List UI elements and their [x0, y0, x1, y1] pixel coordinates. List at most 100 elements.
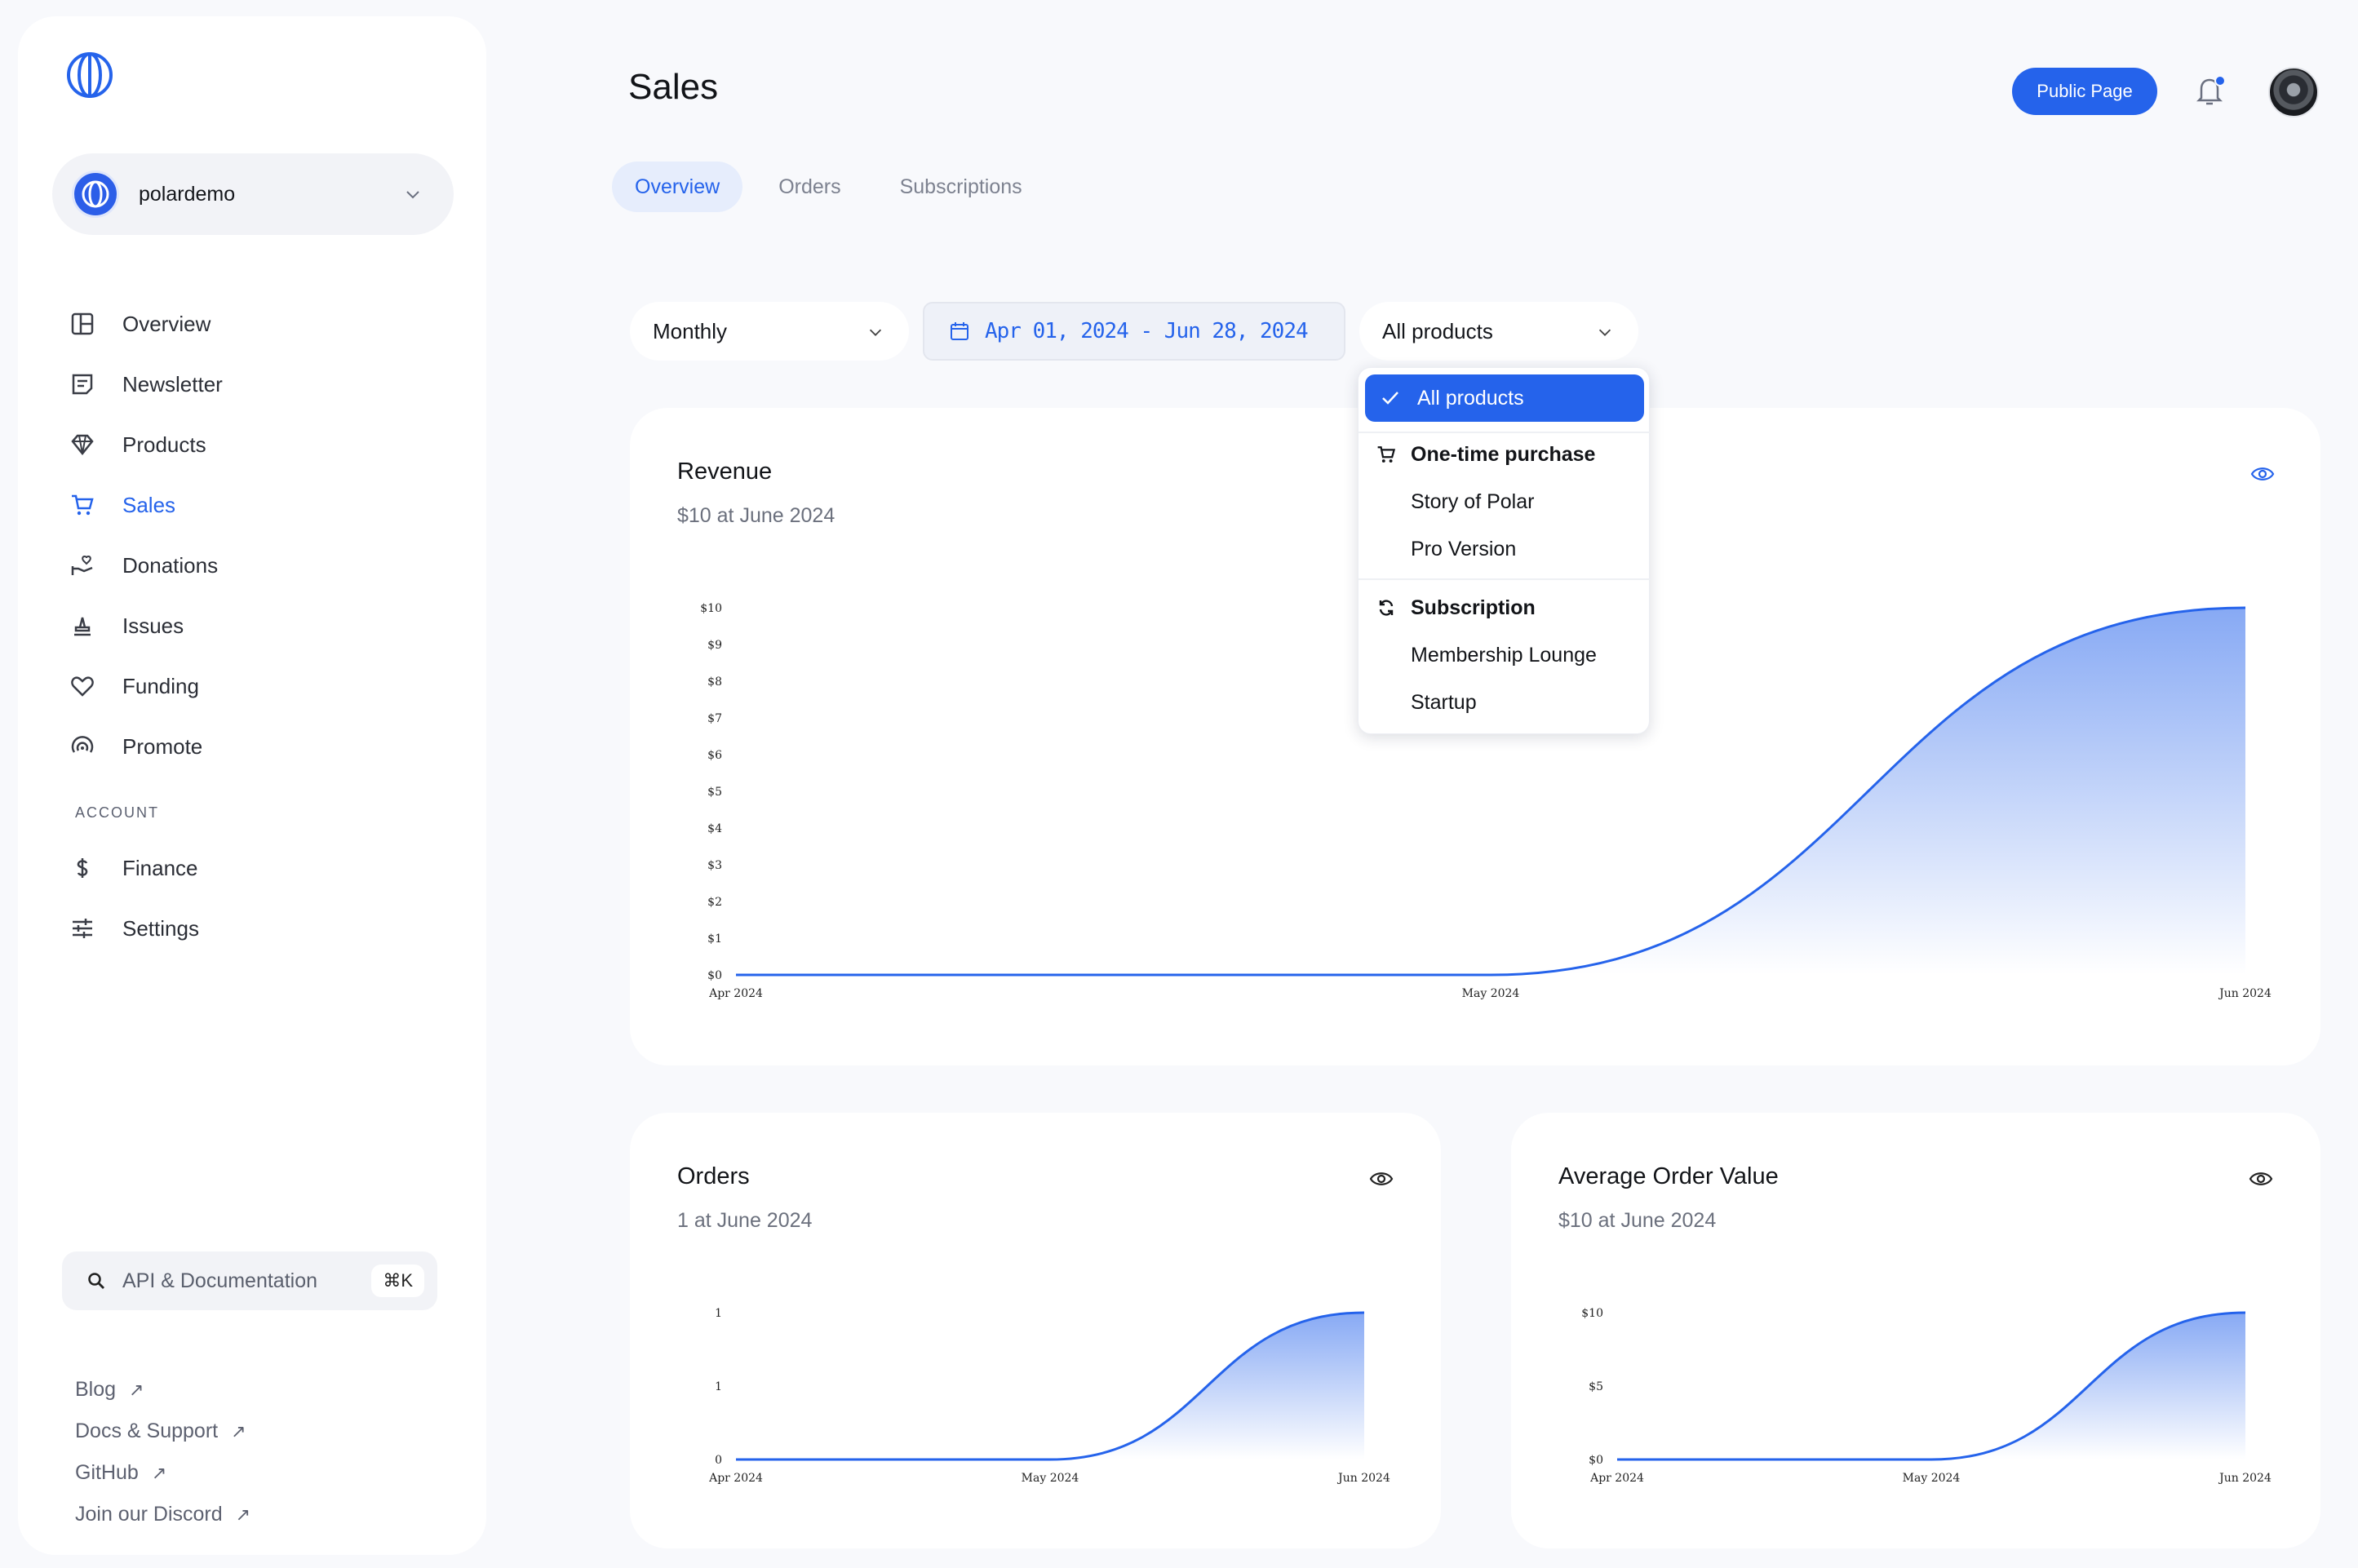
check-icon — [1382, 392, 1398, 405]
chevron-down-icon — [869, 329, 882, 336]
chevron-down-icon — [406, 191, 419, 199]
notifications-button[interactable] — [2195, 75, 2227, 111]
dropdown-option-story-of-polar[interactable]: Story of Polar — [1411, 490, 1535, 513]
orders-area — [736, 1313, 1364, 1459]
api-docs-label: API & Documentation — [122, 1269, 318, 1292]
dropdown-group-subscription: Subscription — [1379, 596, 1536, 620]
org-switcher[interactable]: polardemo — [52, 153, 454, 235]
y-tick-label: 1 — [715, 1380, 722, 1393]
aov-series-line — [1617, 1311, 2246, 1461]
link-discord[interactable]: Join our Discord ↗ — [75, 1494, 250, 1535]
api-docs-search[interactable]: API & Documentation ⌘K — [62, 1251, 437, 1310]
link-docs-support[interactable]: Docs & Support ↗ — [75, 1411, 250, 1452]
card-title: Average Order Value — [1558, 1163, 1779, 1189]
y-tick-label: $10 — [1581, 1307, 1603, 1320]
product-value: All products — [1382, 318, 1493, 343]
y-tick-label: 1 — [715, 1307, 722, 1320]
y-tick-label: $4 — [707, 822, 722, 835]
revenue-area — [736, 608, 2245, 975]
interval-select[interactable]: Monthly — [630, 302, 909, 361]
chevron-down-icon — [1598, 329, 1611, 336]
revenue-series-line — [735, 606, 2246, 977]
eye-icon[interactable] — [1369, 1167, 1394, 1191]
y-tick-label: $5 — [1589, 1380, 1603, 1393]
dropdown-option-startup[interactable]: Startup — [1411, 691, 1477, 714]
sidebar-item-label: Funding — [122, 673, 199, 698]
group-label: Subscription — [1411, 596, 1536, 619]
notification-dot — [2214, 75, 2226, 86]
product-dropdown-menu: All products One-time purchase Story of … — [1358, 367, 1651, 734]
y-tick-label: $2 — [707, 896, 722, 909]
dropdown-option-membership-lounge[interactable]: Membership Lounge — [1411, 644, 1597, 667]
sidebar-item-overview[interactable]: Overview — [69, 294, 452, 354]
dropdown-option-all-products[interactable]: All products — [1365, 374, 1644, 422]
external-link-icon: ↗ — [235, 1504, 251, 1525]
x-tick-label: Jun 2024 — [2218, 1472, 2272, 1485]
sidebar-item-finance[interactable]: Finance — [69, 838, 452, 898]
link-label: Blog — [75, 1378, 117, 1401]
y-tick-label: $1 — [707, 932, 722, 946]
promote-icon — [69, 733, 96, 760]
sidebar-item-label: Sales — [122, 492, 176, 517]
heart-icon — [69, 672, 96, 700]
public-page-button[interactable]: Public Page — [2012, 68, 2157, 115]
card-subtitle: 1 at June 2024 — [677, 1209, 813, 1232]
external-link-icon: ↗ — [231, 1420, 246, 1442]
sidebar-item-label: Products — [122, 432, 206, 457]
x-tick-label: Jun 2024 — [2218, 987, 2272, 1000]
y-tick-label: $0 — [1589, 1454, 1603, 1467]
group-label: One-time purchase — [1411, 443, 1596, 466]
dollar-icon — [69, 854, 96, 882]
x-tick-label: Apr 2024 — [708, 987, 763, 1000]
polar-logo-icon — [82, 180, 109, 208]
tab-subscriptions[interactable]: Subscriptions — [899, 175, 1022, 198]
org-name: polardemo — [139, 182, 236, 206]
y-tick-label: $0 — [707, 969, 722, 982]
x-tick-label: May 2024 — [1462, 987, 1520, 1000]
polar-logo-icon[interactable] — [65, 51, 114, 100]
sidebar-item-sales[interactable]: Sales — [69, 475, 452, 535]
cart-icon — [69, 491, 96, 519]
sidebar-item-promote[interactable]: Promote — [69, 716, 452, 777]
date-range-picker[interactable]: Apr 01, 2024 - Jun 28, 2024 — [923, 302, 1345, 361]
sidebar-item-issues[interactable]: Issues — [69, 596, 452, 656]
sidebar-item-settings[interactable]: Settings — [69, 898, 452, 959]
eye-icon[interactable] — [2249, 1167, 2273, 1191]
sidebar-item-label: Donations — [122, 552, 219, 578]
product-select[interactable]: All products — [1359, 302, 1638, 361]
tab-orders[interactable]: Orders — [778, 175, 841, 198]
y-tick-label: $8 — [707, 675, 722, 689]
sidebar-item-label: Settings — [122, 915, 199, 941]
link-label: Docs & Support — [75, 1420, 219, 1442]
card-title: Revenue — [677, 458, 773, 485]
sidebar-item-label: Promote — [122, 733, 203, 759]
sales-tabs: Overview Orders Subscriptions — [612, 162, 1058, 212]
issues-icon — [69, 612, 96, 640]
sidebar-item-label: Issues — [122, 613, 184, 638]
x-tick-label: Jun 2024 — [1336, 1472, 1390, 1485]
link-github[interactable]: GitHub ↗ — [75, 1452, 250, 1494]
date-range-value: Apr 01, 2024 - Jun 28, 2024 — [985, 319, 1309, 343]
sidebar-item-funding[interactable]: Funding — [69, 656, 452, 716]
org-avatar — [72, 171, 119, 218]
card-subtitle: $10 at June 2024 — [1558, 1209, 1717, 1232]
sidebar-item-products[interactable]: Products — [69, 414, 452, 475]
eye-icon[interactable] — [2250, 462, 2275, 486]
shortcut-badge: ⌘K — [371, 1265, 424, 1297]
sidebar-item-newsletter[interactable]: Newsletter — [69, 354, 452, 414]
footer-links: Blog ↗ Docs & Support ↗ GitHub ↗ Join our D… — [75, 1369, 250, 1535]
sidebar-item-label: Newsletter — [122, 371, 223, 396]
sidebar-item-donations[interactable]: Donations — [69, 535, 452, 596]
link-blog[interactable]: Blog ↗ — [75, 1369, 250, 1411]
link-label: GitHub — [75, 1461, 139, 1484]
user-avatar[interactable] — [2268, 67, 2319, 117]
sidebar-nav: Overview Newsletter Products Sales Donat… — [69, 294, 452, 959]
newsletter-icon — [69, 370, 96, 398]
external-link-icon: ↗ — [151, 1462, 167, 1483]
tab-overview[interactable]: Overview — [612, 162, 743, 212]
calendar-icon — [951, 322, 968, 340]
y-tick-label: 0 — [715, 1454, 722, 1467]
diamond-icon — [69, 431, 96, 458]
dropdown-option-pro-version[interactable]: Pro Version — [1411, 538, 1517, 560]
